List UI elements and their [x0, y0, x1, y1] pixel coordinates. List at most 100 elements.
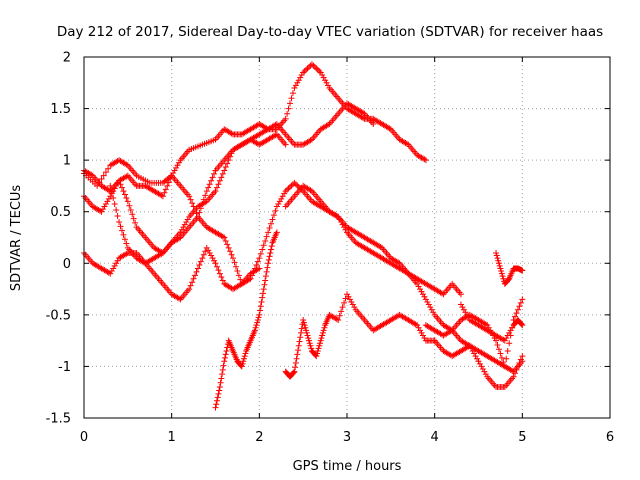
data-point: [308, 61, 315, 68]
data-point: [102, 169, 109, 176]
data-point: [208, 252, 215, 259]
data-point: [377, 243, 384, 250]
data-point: [503, 335, 510, 342]
data-point: [336, 312, 343, 319]
data-point: [257, 303, 264, 310]
data-point: [301, 322, 308, 329]
data-point: [193, 268, 200, 275]
data-point: [107, 182, 114, 189]
data-point: [212, 404, 219, 411]
data-point: [105, 165, 112, 172]
data-point: [281, 190, 288, 197]
data-point: [113, 182, 120, 189]
data-point: [237, 281, 244, 288]
data-point: [513, 310, 520, 317]
data-point: [503, 355, 510, 362]
data-point: [295, 77, 302, 84]
data-point: [100, 172, 107, 179]
data-point: [224, 241, 231, 248]
data-point: [507, 327, 514, 334]
data-point: [494, 255, 501, 262]
data-point: [123, 161, 130, 168]
data-point: [304, 332, 311, 339]
data-point: [478, 363, 485, 370]
data-point: [114, 213, 121, 220]
data-point: [493, 252, 500, 259]
data-point: [254, 266, 261, 273]
data-point: [104, 198, 111, 205]
data-point: [264, 264, 271, 271]
data-point: [476, 360, 483, 367]
data-point: [333, 316, 340, 323]
data-point: [310, 62, 317, 69]
data-point: [418, 288, 425, 295]
data-point: [262, 273, 269, 280]
data-point: [519, 322, 526, 329]
data-point: [421, 293, 428, 300]
data-point: [88, 171, 95, 178]
data-point: [297, 334, 304, 341]
data-point: [192, 272, 199, 279]
data-point: [189, 279, 196, 286]
data-point: [102, 200, 109, 207]
data-point: [303, 327, 310, 334]
data-point: [348, 298, 355, 305]
data-point: [225, 244, 232, 251]
y-axis-label: SDTVAR / TECUs: [9, 185, 24, 292]
data-point: [272, 207, 279, 214]
series-track-12: [457, 301, 526, 344]
data-point: [113, 260, 120, 267]
data-point: [349, 301, 356, 308]
data-point: [306, 337, 313, 344]
data-point: [124, 198, 131, 205]
data-point: [517, 299, 524, 306]
data-point: [269, 216, 276, 223]
data-point: [259, 246, 266, 253]
data-point: [494, 341, 501, 348]
data-point: [259, 290, 266, 297]
data-point: [351, 304, 358, 311]
data-point: [313, 65, 320, 72]
data-point: [132, 219, 139, 226]
data-point: [111, 262, 118, 269]
data-point: [273, 203, 280, 210]
data-point: [254, 319, 261, 326]
data-point: [164, 182, 171, 189]
data-point: [266, 253, 273, 260]
data-point: [287, 183, 294, 190]
data-point: [268, 243, 275, 250]
data-point: [479, 366, 486, 373]
data-point: [339, 221, 346, 228]
data-point: [288, 95, 295, 102]
data-point: [298, 325, 305, 332]
x-tick-label: 6: [606, 430, 614, 445]
plot-frame: [83, 56, 611, 419]
data-point: [320, 327, 327, 334]
data-point: [322, 77, 329, 84]
data-point: [510, 373, 517, 380]
data-point: [302, 324, 309, 331]
data-point: [213, 263, 220, 270]
data-point: [254, 258, 261, 265]
data-point: [231, 259, 238, 266]
data-point: [306, 340, 313, 347]
data-point: [175, 159, 182, 166]
data-point: [504, 347, 511, 354]
data-point: [415, 283, 422, 290]
data-point: [219, 277, 226, 284]
x-tick-label: 5: [518, 430, 526, 445]
data-point: [216, 384, 223, 391]
data-point: [211, 170, 218, 177]
data-point: [194, 265, 201, 272]
data-point: [415, 324, 422, 331]
data-point: [235, 272, 242, 279]
data-point: [253, 322, 260, 329]
data-point: [308, 345, 315, 352]
data-point: [509, 367, 516, 374]
data-point: [209, 255, 216, 262]
y-tick-label: -1: [58, 360, 71, 375]
y-tick-label: 2: [63, 51, 71, 66]
data-point: [278, 195, 285, 202]
data-point: [110, 188, 117, 195]
data-point: [339, 304, 346, 311]
